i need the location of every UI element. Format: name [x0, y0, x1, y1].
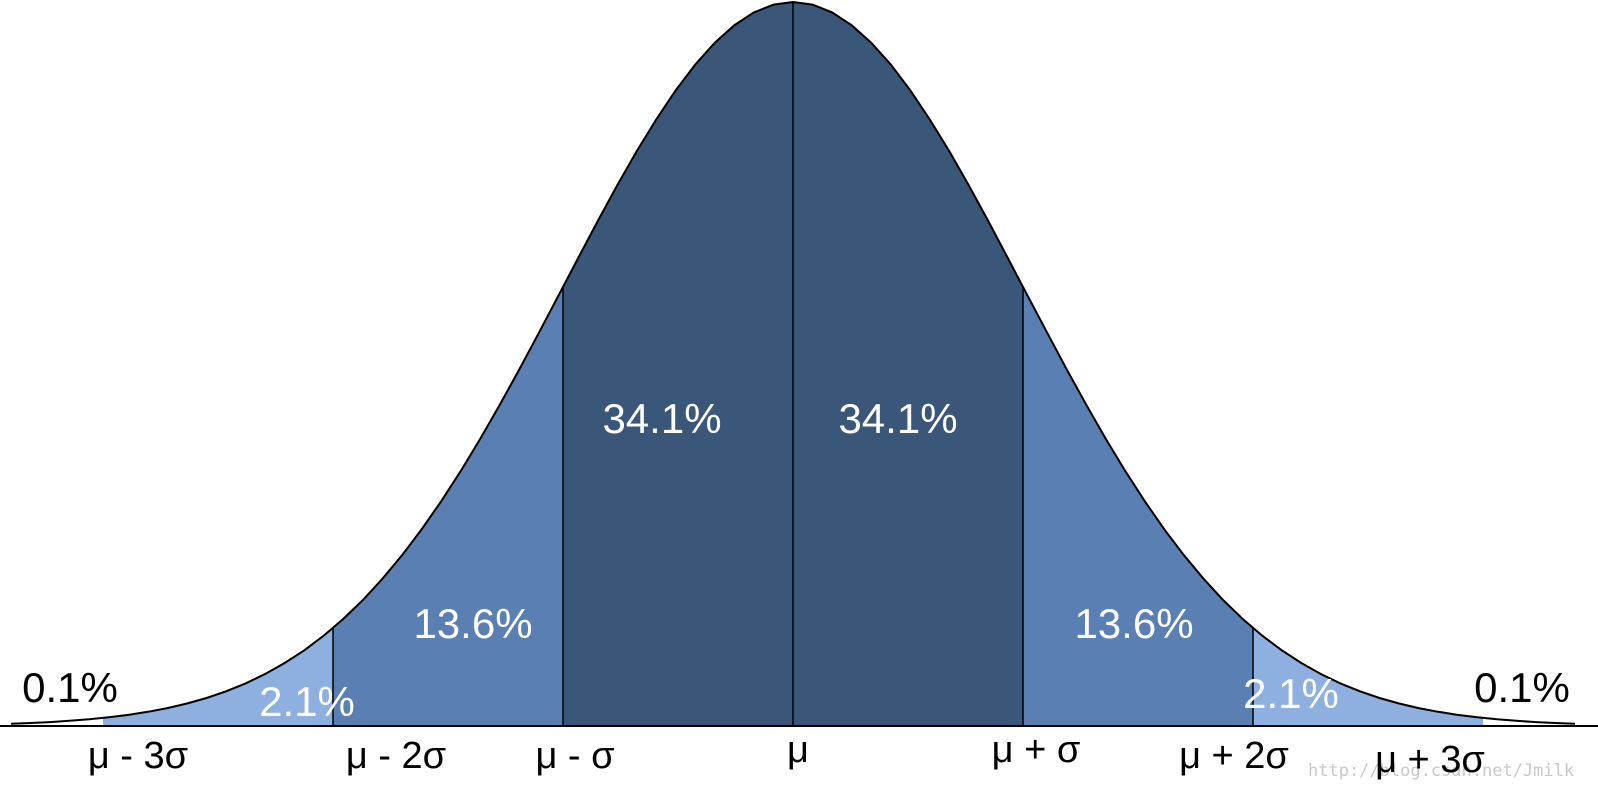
bell-curve-outline [10, 0, 1576, 725]
axis-label-mu: μ [787, 729, 809, 771]
region-label-plus1: 34.1% [838, 395, 957, 442]
region-label-minus2: 13.6% [413, 600, 532, 647]
region-label-minus1: 34.1% [602, 395, 721, 442]
axis-label-mu-plus-3sigma: μ + 3σ [1375, 739, 1485, 781]
axis-label-mu-minus-3sigma: μ - 3σ [88, 735, 188, 777]
region-5 [1253, 628, 1483, 726]
axis-label-mu-plus-sigma: μ + σ [992, 729, 1081, 771]
region-label-plus3: 2.1% [1243, 670, 1339, 717]
region-1 [333, 286, 563, 726]
axis-label-mu-minus-2sigma: μ - 2σ [346, 735, 446, 777]
curve-regions [103, 2, 1483, 726]
axis-label-mu-minus-sigma: μ - σ [535, 735, 614, 777]
tail-label-right: 0.1% [1474, 664, 1570, 711]
axis-label-mu-plus-2sigma: μ + 2σ [1179, 735, 1289, 777]
watermark: http://blog.csdn.net/Jmilk [1308, 761, 1574, 781]
region-label-minus3: 2.1% [259, 678, 355, 725]
tail-label-left: 0.1% [22, 664, 118, 711]
region-4 [1023, 286, 1253, 726]
region-2 [563, 2, 793, 726]
region-3 [793, 2, 1023, 726]
region-0 [103, 628, 333, 726]
region-label-plus2: 13.6% [1074, 600, 1193, 647]
